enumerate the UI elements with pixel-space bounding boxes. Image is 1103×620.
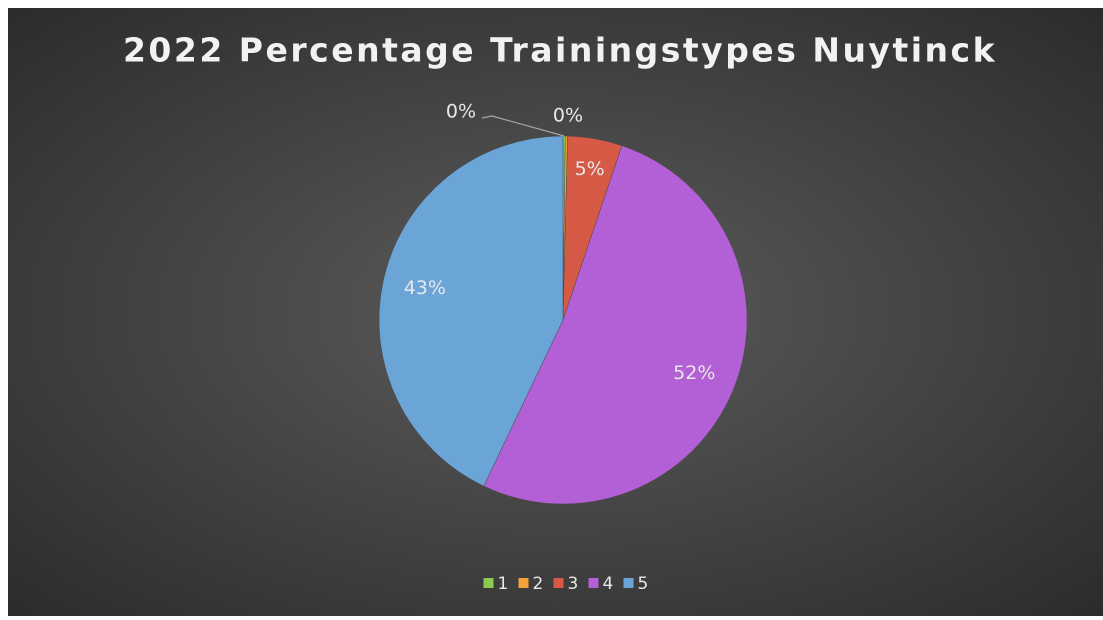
data-label: 5%	[575, 158, 605, 180]
legend-swatch	[518, 578, 529, 588]
legend-swatch	[483, 578, 494, 588]
legend-swatch	[623, 578, 634, 588]
legend-label: 4	[603, 574, 614, 594]
legend-label: 1	[498, 574, 509, 594]
data-label: 43%	[404, 277, 446, 299]
data-label: 0%	[553, 105, 583, 127]
data-label: 0%	[446, 101, 476, 123]
legend-swatch	[553, 578, 564, 588]
legend-label: 5	[638, 574, 649, 594]
chart-title: 2022 Percentage Trainingstypes Nuytinck	[123, 31, 997, 70]
legend-label: 3	[568, 574, 579, 594]
legend-swatch	[588, 578, 599, 588]
pie-slice	[483, 145, 748, 505]
data-label: 52%	[673, 362, 715, 384]
pie-slice	[378, 135, 564, 487]
legend-label: 2	[533, 574, 544, 594]
leader-line	[481, 115, 565, 137]
